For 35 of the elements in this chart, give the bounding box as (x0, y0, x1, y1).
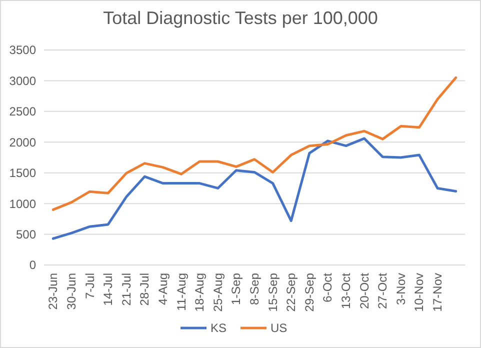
y-tick-label: 2000 (9, 135, 36, 150)
x-tick-label: 3-Nov (394, 273, 408, 306)
x-tick-label: 20-Oct (357, 272, 372, 310)
line-series (52, 137, 458, 240)
x-tick-label: 15-Sep (266, 272, 280, 312)
legend-label: US (270, 321, 288, 336)
x-tick-label: 6-Oct (320, 272, 335, 302)
x-tick-label: 28-Jul (138, 273, 152, 306)
x-tick-label: 17-Nov (430, 273, 445, 312)
y-tick-label: 500 (16, 227, 36, 242)
x-tick-label: 23-Jun (46, 273, 60, 310)
x-tick-label: 22-Sep (284, 272, 298, 312)
x-tick-label: 8-Sep (248, 272, 262, 306)
y-tick-label: 1000 (9, 196, 36, 211)
x-tick-label: 27-Oct (376, 272, 390, 310)
y-tick-label: 3500 (9, 43, 36, 58)
x-tick-label: 13-Oct (339, 272, 354, 310)
x-tick-label: 1-Sep (229, 272, 244, 306)
y-tick-label: 1500 (9, 166, 36, 180)
x-tick-label: 30-Jun (64, 273, 78, 310)
x-tick-label: 25-Aug (210, 273, 225, 312)
y-tick-label: 2500 (9, 104, 36, 119)
x-tick-label: 14-Jul (101, 273, 116, 306)
line-series (52, 76, 458, 211)
legend-label: KS (210, 321, 227, 336)
y-tick-label: 0 (29, 258, 36, 272)
chart-title: Total Diagnostic Tests per 100,000 (103, 8, 378, 28)
x-tick-label: 11-Aug (174, 273, 188, 311)
x-tick-label: 18-Aug (192, 273, 207, 312)
y-tick-label: 3000 (9, 74, 36, 88)
x-tick-label: 29-Sep (302, 272, 316, 312)
x-tick-label: 7-Jul (82, 273, 97, 300)
x-tick-label: 21-Jul (119, 273, 134, 306)
x-tick-label: 4-Aug (156, 273, 170, 306)
x-tick-label: 10-Nov (412, 273, 426, 312)
